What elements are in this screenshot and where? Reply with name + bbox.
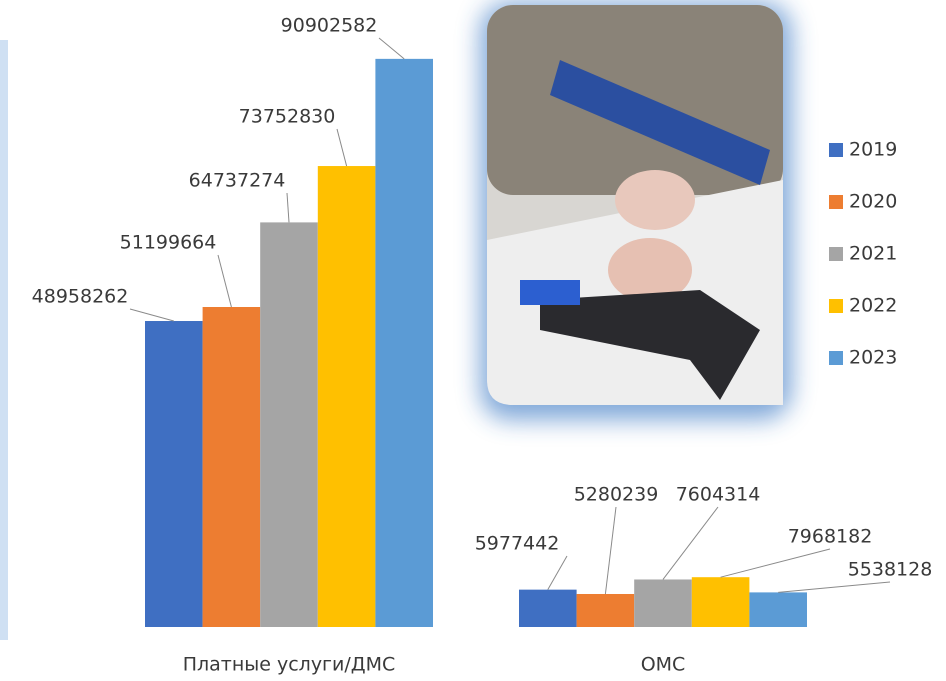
value-label: 7604314 bbox=[676, 484, 761, 506]
leader-line bbox=[129, 308, 174, 322]
edge-strip bbox=[0, 40, 8, 640]
bar bbox=[375, 58, 433, 627]
leader-line bbox=[217, 254, 232, 308]
legend-label: 2022 bbox=[849, 295, 897, 317]
legend-swatch bbox=[829, 299, 843, 313]
value-label: 64737274 bbox=[189, 170, 286, 192]
leader-line bbox=[604, 506, 617, 595]
x-tick-label: ОМС bbox=[641, 654, 686, 676]
legend-label: 2023 bbox=[849, 347, 897, 369]
value-label: 5280239 bbox=[574, 484, 659, 506]
legend-swatch bbox=[829, 143, 843, 157]
leader-line bbox=[778, 581, 891, 593]
legend-swatch bbox=[829, 195, 843, 209]
legend-label: 2019 bbox=[849, 139, 897, 161]
legend-swatch bbox=[829, 351, 843, 365]
value-label: 7968182 bbox=[788, 526, 873, 548]
bar bbox=[634, 579, 692, 627]
legend-swatch bbox=[829, 247, 843, 261]
bar bbox=[691, 577, 750, 627]
value-label: 5977442 bbox=[475, 533, 560, 555]
legend-label: 2021 bbox=[849, 243, 897, 265]
leader-line bbox=[662, 506, 719, 580]
leader-line bbox=[547, 555, 568, 590]
bar bbox=[260, 222, 318, 628]
value-label: 5538128 bbox=[848, 559, 933, 581]
leader-line bbox=[286, 192, 290, 223]
bar bbox=[519, 589, 577, 627]
value-label: 90902582 bbox=[281, 15, 378, 37]
leader-line bbox=[336, 128, 348, 167]
bar bbox=[145, 321, 203, 627]
bar bbox=[317, 166, 376, 628]
leader-line bbox=[378, 37, 405, 60]
value-label: 51199664 bbox=[120, 232, 217, 254]
x-tick-label: Платные услуги/ДМС bbox=[183, 654, 396, 676]
bar bbox=[576, 593, 635, 627]
photo bbox=[487, 5, 783, 405]
bar bbox=[749, 592, 807, 627]
value-label: 48958262 bbox=[32, 286, 129, 308]
bar bbox=[202, 307, 261, 627]
legend-label: 2020 bbox=[849, 191, 897, 213]
leader-line bbox=[720, 548, 831, 578]
value-label: 73752830 bbox=[239, 106, 336, 128]
